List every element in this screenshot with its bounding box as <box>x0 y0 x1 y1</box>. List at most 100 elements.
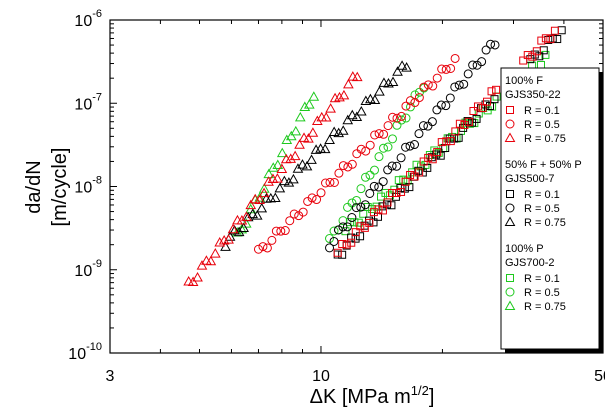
legend-entry-label: R = 0.1 <box>524 189 560 201</box>
data-point <box>256 202 268 213</box>
data-point <box>365 170 375 180</box>
data-point <box>410 172 419 181</box>
data-point <box>205 255 217 266</box>
data-point <box>519 56 528 65</box>
data-point <box>392 66 403 76</box>
data-point <box>276 226 286 236</box>
data-point <box>423 121 433 131</box>
data-point <box>329 236 339 246</box>
data-point <box>347 238 356 247</box>
data-point <box>437 64 447 74</box>
data-point <box>401 62 412 72</box>
data-point <box>383 121 393 131</box>
data-point <box>369 208 378 217</box>
data-point <box>337 125 349 135</box>
x-tick-label: 10 <box>312 368 330 385</box>
data-point <box>410 140 420 150</box>
legend-marker <box>504 132 516 142</box>
data-point <box>342 114 354 125</box>
data-point <box>290 125 302 136</box>
data-point <box>333 127 345 138</box>
legend-marker <box>505 119 515 129</box>
data-point <box>378 177 388 187</box>
y-axis-label-line2: [m/cycle] <box>49 148 71 227</box>
data-point <box>343 202 353 212</box>
data-point <box>446 63 456 73</box>
data-point <box>338 161 348 171</box>
data-point <box>477 57 487 67</box>
data-point <box>308 91 320 101</box>
data-point <box>343 78 354 89</box>
data-point <box>528 52 537 61</box>
data-point <box>486 102 495 111</box>
data-point <box>218 235 230 245</box>
data-point <box>492 85 501 94</box>
data-point <box>436 100 446 110</box>
data-point <box>338 216 348 226</box>
data-point <box>486 39 496 49</box>
data-point <box>333 248 342 257</box>
data-point <box>338 250 347 259</box>
data-point <box>396 60 408 70</box>
data-point <box>417 162 426 171</box>
data-point <box>346 109 358 120</box>
data-point <box>347 213 357 223</box>
data-point <box>192 271 203 282</box>
data-point <box>247 208 259 219</box>
data-point <box>360 200 370 210</box>
data-point <box>388 112 398 122</box>
data-point <box>428 155 437 164</box>
data-point <box>324 134 335 144</box>
data-point <box>312 195 322 205</box>
data-point <box>288 173 299 184</box>
legend: 100% F GJS350-22 R = 0.1 R = 0.5 R = 0.75 50%… <box>500 67 603 353</box>
data-point <box>351 71 363 82</box>
legend-group-title: 50% F + 50% P <box>505 159 582 171</box>
data-point <box>289 209 299 219</box>
data-point <box>365 140 375 150</box>
legend-entry-label: R = 0.5 <box>524 119 560 131</box>
data-point <box>541 50 550 59</box>
data-point <box>465 119 474 128</box>
data-point <box>361 172 371 182</box>
data-point <box>397 187 406 196</box>
legend-entry-label: R = 0.75 <box>524 133 566 145</box>
data-point <box>387 134 397 144</box>
data-point <box>387 189 396 198</box>
data-point <box>392 161 402 171</box>
legend-entry-label: R = 0.5 <box>524 287 560 299</box>
data-point <box>401 113 411 123</box>
data-point <box>352 149 362 159</box>
data-point <box>445 93 455 103</box>
data-point <box>307 193 317 203</box>
data-point <box>455 119 464 128</box>
data-point <box>432 105 442 115</box>
data-point <box>253 244 263 254</box>
data-point <box>223 234 234 244</box>
data-point <box>351 111 363 121</box>
data-point <box>546 35 555 44</box>
data-point <box>437 138 446 147</box>
data-point <box>536 60 545 69</box>
data-point <box>303 99 315 109</box>
legend-group-subtitle: GJS500-7 <box>505 173 555 185</box>
data-point <box>285 153 297 163</box>
data-point <box>285 216 295 226</box>
x-tick-label: 50 <box>594 368 605 385</box>
data-point <box>374 129 384 139</box>
data-point <box>550 26 559 35</box>
data-point <box>365 216 374 225</box>
data-point <box>360 223 369 232</box>
legend-entry-label: R = 0.1 <box>524 273 560 285</box>
data-point <box>446 137 455 146</box>
legend-box <box>500 67 600 350</box>
data-point <box>432 73 442 83</box>
data-point <box>258 183 270 193</box>
data-point <box>383 142 393 152</box>
data-point <box>415 168 424 177</box>
data-point <box>454 80 464 90</box>
data-point <box>272 159 284 170</box>
legend-marker <box>504 216 516 226</box>
data-point <box>401 142 411 152</box>
data-point <box>459 79 469 89</box>
